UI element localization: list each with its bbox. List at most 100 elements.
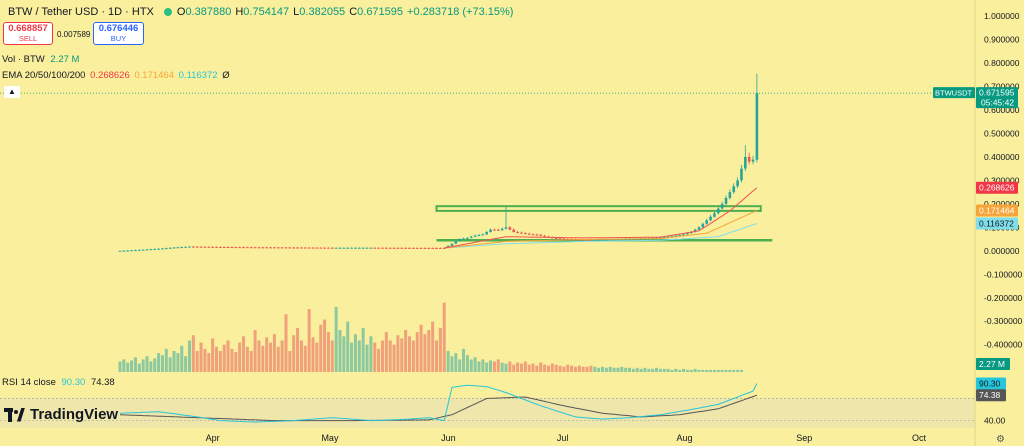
collapse-legend-button[interactable]: ▲ [4,86,20,98]
volume-bar [431,321,435,372]
candle [415,247,419,249]
tradingview-logo[interactable]: TradingView [4,406,118,423]
candle [717,208,720,214]
candle [307,247,311,249]
volume-bar [180,345,184,372]
volume-bar [149,361,153,372]
volume-bar [334,306,338,372]
candle [303,247,307,249]
badge-background [976,87,1018,109]
chevron-up-icon: ▲ [8,87,16,96]
volume-bar [307,309,311,372]
candle [369,247,373,249]
candle [230,247,234,249]
candle [744,156,747,169]
volume-bar [597,367,601,372]
volume-bar [662,368,666,372]
candle [350,247,353,249]
candle [153,248,157,250]
volume-bar [141,359,145,372]
volume-bar [242,336,246,372]
candle [585,239,589,241]
sell-button[interactable]: 0.668857 SELL [3,22,53,45]
volume-bar [191,335,195,372]
open-value: 0.387880 [185,6,232,18]
volume-bar [581,366,585,372]
volume-bar [666,368,670,372]
candle [504,227,508,229]
volume-bar [481,359,485,372]
ema-legend[interactable]: EMA 20/50/100/200 0.268626 0.171464 0.11… [2,70,230,81]
axes: 1.000000 0.900000 0.800000 0.700000 0.600000… [206,0,1023,446]
candle [342,247,346,249]
volume-bar [519,363,523,372]
volume-bar [245,346,249,372]
buy-price: 0.676446 [98,23,139,34]
candle [273,247,276,249]
ema20-line [444,187,758,249]
volume-bar [353,334,357,372]
candle [408,247,411,249]
volume-bar [492,361,496,372]
rsi-ma-value: 74.38 [90,377,115,388]
sell-price: 0.668857 [8,23,48,34]
volume-bar [442,302,446,372]
volume-legend-label: Vol · BTW [2,54,45,65]
y-tick-label: -0.100000 [984,269,1023,279]
volume-bar [218,351,222,372]
candle [392,247,396,249]
candle [365,247,369,249]
volume-bar [508,361,512,372]
candle [219,246,222,248]
candle [412,247,415,249]
candle [709,216,712,221]
ema100-line [444,223,758,249]
volume-bar [184,356,188,372]
volume-bar [350,342,354,372]
volume-bar [145,356,149,372]
candle [346,247,350,249]
volume-bar [130,360,134,372]
candle [524,233,527,235]
low-value: 0.382055 [299,6,346,18]
volume-bar [678,369,682,372]
volume-bar [315,342,319,372]
candle [516,232,519,234]
volume-legend[interactable]: Vol · BTW 2.27 M [2,54,79,65]
volume-bar [500,362,504,372]
volume-bar [674,368,678,372]
candle [381,247,384,249]
volume-bar [720,369,724,372]
candle [527,233,531,235]
volume-bar [427,330,431,372]
drawing-layer [0,92,975,242]
volume-bar [539,362,543,372]
volume-bar [396,335,400,372]
candle [720,203,724,209]
symbol-title[interactable]: BTW / Tether USD · 1D · HTX [8,6,154,18]
candle [253,247,257,249]
volume-bar [319,324,323,372]
buy-button[interactable]: 0.676446 BUY [93,22,144,45]
candle [535,234,539,236]
candle [616,239,620,241]
volume-bar [651,368,655,372]
volume-bar [570,365,574,372]
candle [373,247,377,249]
ema-lines [444,187,758,249]
volume-bar [736,369,740,372]
candle [473,235,477,237]
candle [431,247,434,249]
candle [747,156,751,162]
candle [265,247,268,249]
volume-bar [712,369,716,372]
rsi-legend[interactable]: RSI 14 close 90.30 74.38 [2,377,115,388]
volume-bar [211,338,215,372]
candle [423,247,427,249]
volume-bar [408,336,411,372]
volume-bar [489,360,493,372]
volume-bar [400,338,404,372]
volume-bar [701,369,705,372]
candle [612,239,616,241]
